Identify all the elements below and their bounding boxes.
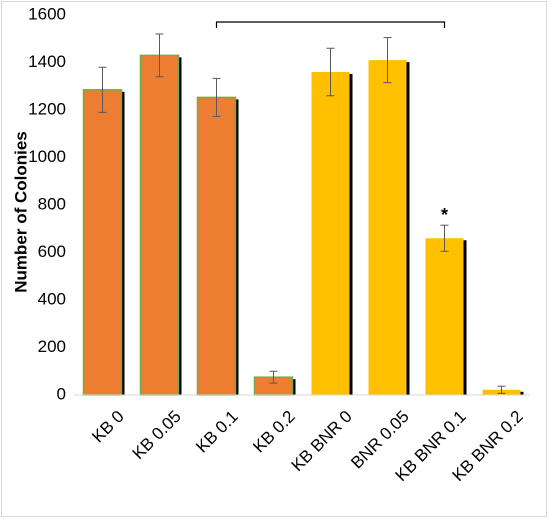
- x-tick-label-0: KB 0: [88, 407, 127, 446]
- x-tick-label-2: KB 0.1: [192, 407, 242, 457]
- error-bar-0: [98, 66, 107, 113]
- y-tick-label-0: 0: [57, 384, 66, 403]
- y-tick-label-3: 600: [38, 242, 66, 261]
- x-tick-label-1: KB 0.05: [129, 407, 185, 463]
- error-bars: [98, 33, 506, 394]
- y-tick-label-7: 1400: [28, 52, 66, 71]
- y-tick-label-2: 400: [38, 289, 66, 308]
- bar-4: [311, 72, 350, 395]
- error-bar-2: [212, 77, 221, 117]
- x-tick-label-4: KB BNR 0: [288, 407, 356, 475]
- bar-6: [425, 238, 464, 395]
- bracket-line: [215, 21, 446, 28]
- x-tick-label-3: KB 0.2: [249, 407, 299, 457]
- y-tick-label-1: 200: [38, 337, 66, 356]
- error-bar-1: [155, 33, 164, 78]
- y-tick-label-8: 1600: [28, 4, 66, 23]
- bars: [82, 54, 524, 396]
- error-bar-5: [383, 37, 392, 84]
- error-bar-4: [326, 47, 335, 97]
- annotations: *: [441, 205, 448, 225]
- bar-2: [196, 96, 237, 396]
- y-tick-label-4: 800: [38, 194, 66, 213]
- y-axis-ticks: 0 200 400 600 800 1000 1200 1400 1600: [28, 4, 66, 403]
- bar-1: [139, 54, 180, 396]
- y-tick-label-6: 1200: [28, 99, 66, 118]
- bar-5: [368, 60, 407, 395]
- error-bar-6: [440, 224, 449, 252]
- significance-asterisk-0: *: [441, 205, 448, 225]
- significance-bracket: [215, 21, 446, 28]
- y-axis-label: Number of Colonies: [11, 131, 30, 293]
- error-bar-7: [497, 385, 506, 394]
- y-tick-label-5: 1000: [28, 147, 66, 166]
- error-bar-3: [269, 370, 278, 384]
- bar-0: [82, 89, 123, 396]
